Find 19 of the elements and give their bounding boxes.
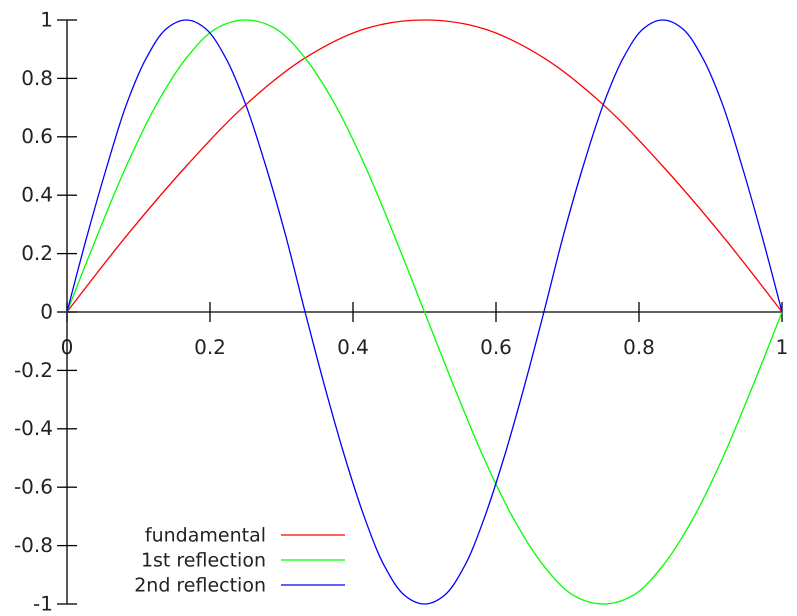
y-tick-label: -0.2 — [14, 358, 53, 382]
y-tick-label: -0.4 — [14, 416, 53, 440]
y-tick-label: -0.6 — [14, 474, 53, 499]
y-tick-label: -0.8 — [14, 533, 53, 557]
y-tick-label: 0.6 — [21, 124, 53, 148]
legend-label: 1st reflection — [140, 550, 266, 572]
x-tick-label: 0.6 — [480, 335, 512, 359]
x-tick-label: 0.4 — [337, 335, 369, 359]
x-tick-label: 0.2 — [194, 335, 226, 359]
legend-label: 2nd reflection — [134, 574, 266, 597]
y-tick-label: 0.4 — [21, 182, 53, 207]
y-tick-label: 0.2 — [21, 241, 53, 265]
x-tick-label: 0.8 — [623, 335, 655, 359]
legend-label: fundamental — [144, 524, 266, 547]
y-tick-label: 1 — [40, 7, 53, 32]
x-tick-label: 1 — [776, 335, 788, 359]
y-tick-label: 0 — [40, 299, 53, 324]
y-tick-label: 0.8 — [21, 66, 53, 90]
y-tick-label: -1 — [33, 591, 53, 616]
